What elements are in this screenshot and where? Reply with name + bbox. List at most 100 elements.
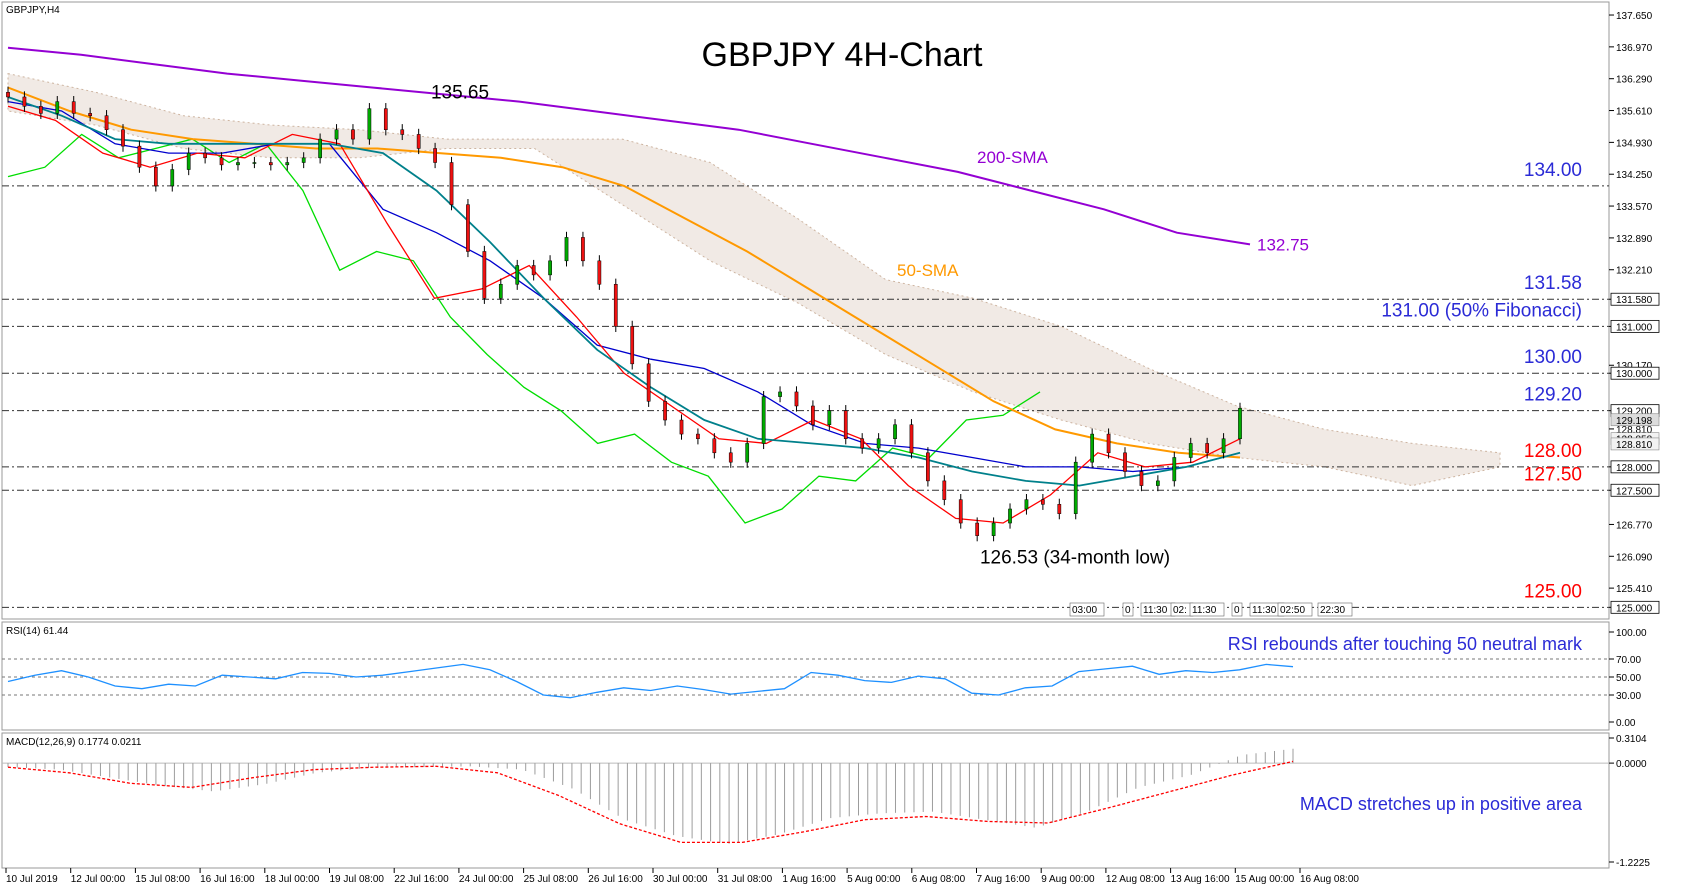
candle-body	[71, 101, 76, 114]
current-price-tag	[1610, 437, 1660, 451]
time-marker: 02:	[1173, 605, 1187, 616]
candle-body	[811, 405, 815, 425]
time-axis-label: 26 Jul 16:00	[588, 874, 643, 885]
candle-body	[843, 410, 848, 440]
price-tag-box	[1610, 483, 1660, 497]
candle-body	[1073, 461, 1078, 514]
time-marker: 22:30	[1320, 605, 1345, 616]
teal-sma-line	[7, 96, 1241, 487]
candle-body	[942, 480, 947, 500]
time-axis-label: 24 Jul 00:00	[459, 874, 514, 885]
price-axis-label: 131.000	[1616, 322, 1653, 333]
time-axis-label: 22 Jul 16:00	[394, 874, 449, 885]
rsi-axis-label: 100.00	[1616, 628, 1647, 639]
time-axis-label: 19 Jul 08:00	[330, 874, 385, 885]
candle-body	[416, 134, 421, 149]
macd-axis-label: -1.2225	[1616, 858, 1650, 869]
time-axis-label: 31 Jul 08:00	[718, 874, 773, 885]
candle-body	[1057, 504, 1062, 514]
level-label: 128.00	[1524, 441, 1582, 462]
macd-pane: 0.3104 0.0000 -1.2225	[2, 734, 1650, 869]
candle-body	[1090, 433, 1095, 463]
price-axis-label: 135.610	[1616, 107, 1653, 118]
candle-body	[761, 396, 766, 444]
level-label: 134.00	[1524, 160, 1582, 181]
candle-body	[548, 260, 552, 276]
candle-body	[597, 260, 602, 285]
price-tag-box	[1610, 366, 1660, 380]
annotation-sma200: 200-SMA	[977, 148, 1049, 167]
candle-body	[975, 522, 980, 536]
time-axis-label: 12 Jul 00:00	[71, 874, 126, 885]
candle-body	[1172, 457, 1177, 482]
time-axis-label: 16 Jul 16:00	[200, 874, 255, 885]
candle-body	[1139, 471, 1144, 486]
symbol-label: GBPJPY,H4	[6, 5, 60, 16]
price-axis-label: 134.930	[1616, 138, 1653, 149]
price-axis-label: 130.000	[1616, 369, 1653, 380]
annotation-low: 126.53 (34-month low)	[980, 548, 1170, 569]
main-pane: 134.00 131.58 131.00 (50% Fibonacci) 130.00…	[2, 11, 1660, 617]
candle-body	[696, 433, 700, 440]
time-marker-box	[1277, 602, 1313, 617]
kijun-line	[7, 100, 1241, 473]
macd-pane-frame	[1, 732, 1610, 869]
sma200-line	[7, 46, 1251, 246]
time-axis-label: 30 Jul 00:00	[653, 874, 708, 885]
time-axis-label: 16 Aug 08:00	[1300, 874, 1359, 885]
time-marker: 11:30	[1143, 605, 1168, 616]
candle-body	[630, 326, 635, 365]
price-axis-label: 125.000	[1616, 603, 1653, 614]
rsi-axis-label: 0.00	[1616, 718, 1636, 729]
rsi-annotation: RSI rebounds after touching 50 neutral m…	[1228, 634, 1583, 654]
rsi-pane-frame	[1, 621, 1610, 731]
candle-body	[203, 152, 207, 159]
current-price-label: 128.810	[1616, 440, 1653, 451]
time-marker: 11:30	[1252, 605, 1277, 616]
candle-body	[1156, 480, 1160, 486]
candle-body	[153, 166, 158, 187]
price-axis-label: 136.290	[1616, 75, 1653, 86]
candle-body	[22, 96, 27, 107]
candle-body	[104, 115, 109, 130]
lagging-span-line	[7, 133, 1041, 524]
time-axis-label: 13 Aug 16:00	[1171, 874, 1230, 885]
price-axis-label: 136.970	[1616, 43, 1653, 54]
candle-body	[876, 438, 881, 449]
time-axis-label: 12 Aug 08:00	[1106, 874, 1165, 885]
candle-body	[39, 106, 43, 114]
rsi-line	[7, 663, 1294, 699]
price-axis-label: 134.250	[1616, 170, 1653, 181]
candle-body	[1041, 499, 1045, 505]
candle-body	[926, 452, 930, 482]
rsi-axis-label: 70.00	[1616, 655, 1641, 666]
rsi-axis-label: 30.00	[1616, 691, 1641, 702]
candle-body	[482, 251, 487, 299]
candle-body	[466, 204, 470, 252]
candle-body	[186, 152, 191, 170]
price-axis-label: 125.410	[1616, 584, 1653, 595]
candle-body	[55, 101, 60, 114]
price-axis-label: 132.210	[1616, 266, 1653, 277]
time-marker-box	[1231, 602, 1243, 617]
sma50-line	[7, 86, 1241, 459]
time-marker: 03:00	[1072, 605, 1097, 616]
candle-body	[301, 157, 306, 163]
candle-body	[531, 265, 536, 276]
time-axis-label: 15 Jul 08:00	[135, 874, 190, 885]
candle-body	[663, 401, 667, 421]
candle-body	[449, 162, 454, 205]
time-marker-box	[1069, 602, 1105, 617]
price-axis-label: 127.500	[1616, 486, 1653, 497]
candle-body	[712, 438, 717, 454]
candle-body	[367, 108, 372, 140]
tenkan-line	[7, 105, 1241, 524]
time-marker: 0	[1125, 605, 1131, 616]
time-axis-label: 10 Jul 2019	[6, 874, 58, 885]
price-axis-label: 132.890	[1616, 234, 1653, 245]
time-axis-label: 9 Aug 00:00	[1041, 874, 1095, 885]
time-marker-box	[1317, 602, 1353, 617]
candle-body	[860, 438, 865, 449]
